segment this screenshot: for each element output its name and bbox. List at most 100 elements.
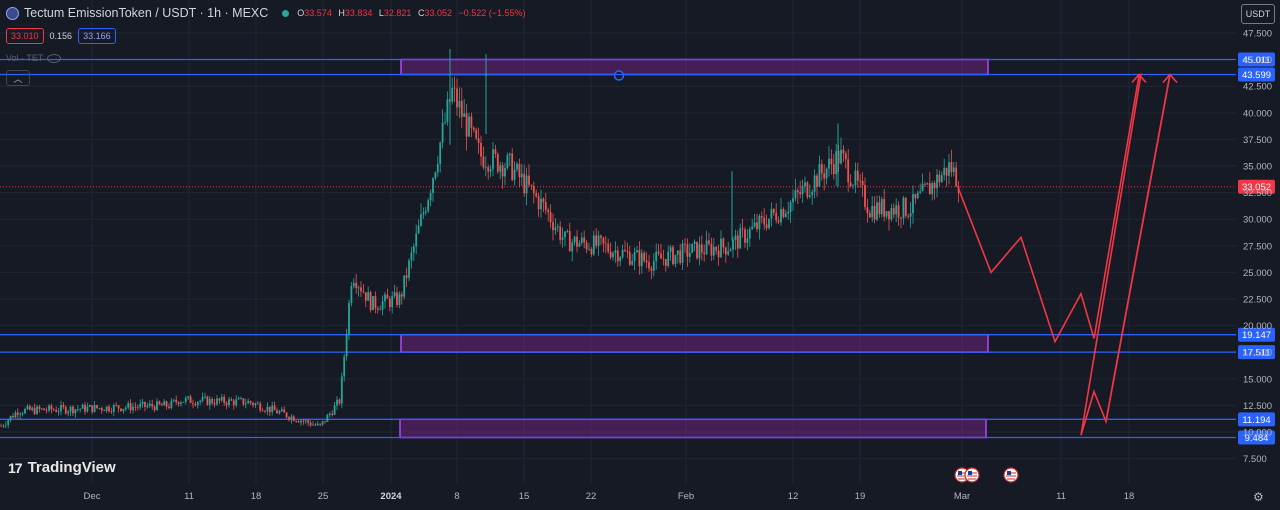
candle-body: [640, 252, 643, 267]
candle-body: [204, 396, 206, 398]
candle-body: [134, 406, 137, 408]
candle-body: [256, 403, 259, 405]
event-markers: [954, 467, 1019, 483]
candle-body: [388, 298, 391, 308]
price-axis: 47.500 45.000 42.500 40.000 37.500 35.000 32.5…: [1243, 29, 1272, 466]
candle-body: [379, 309, 382, 311]
candle-body: [727, 251, 730, 255]
candle-body: [12, 415, 14, 418]
candle-body: [206, 396, 209, 405]
candle-body: [720, 238, 722, 258]
candle-body: [429, 192, 432, 201]
candle-body: [552, 222, 554, 231]
candle-body: [734, 235, 737, 241]
currency-button[interactable]: USDT: [1241, 4, 1275, 24]
candle-body: [420, 214, 422, 226]
candle-body: [112, 405, 115, 412]
candle-body: [936, 174, 938, 189]
candle-body: [816, 175, 818, 187]
symbol-icon[interactable]: [6, 6, 19, 20]
candle-body: [652, 261, 655, 271]
x-tick-label: 25: [318, 491, 329, 502]
candle-body: [691, 243, 694, 253]
candle-body: [808, 195, 811, 198]
candle-body: [223, 396, 226, 404]
candle-body: [775, 212, 778, 221]
candle-body: [120, 408, 122, 411]
candle-body: [477, 138, 480, 143]
visibility-eye-icon[interactable]: [47, 53, 62, 63]
candle-body: [796, 190, 799, 193]
candle-body: [55, 409, 58, 412]
candle-body: [492, 149, 494, 170]
candle-body: [777, 220, 780, 223]
candle-body: [712, 246, 715, 256]
candle-body: [170, 400, 173, 408]
candle-body: [811, 191, 814, 196]
candle-body: [662, 258, 665, 260]
candle-body: [945, 167, 948, 176]
candle-body: [741, 228, 744, 230]
candle-body: [79, 408, 82, 410]
candle-body: [43, 408, 46, 411]
level-label-box: [1238, 67, 1275, 82]
candle-body: [864, 185, 866, 208]
candle-body: [266, 406, 269, 412]
candle-body: [705, 240, 708, 255]
candle-body: [333, 405, 336, 415]
candle-body: [715, 246, 718, 251]
candle-body: [544, 202, 547, 210]
currency-label: USDT: [1245, 9, 1271, 19]
candle-body: [859, 180, 862, 182]
candle-body: [885, 211, 888, 217]
candle-body: [813, 175, 816, 192]
y-tick-label: 27.500: [1243, 241, 1272, 252]
candle-body: [888, 211, 890, 220]
candle-body: [139, 403, 142, 408]
close-label: C: [417, 8, 425, 18]
change-value: −0.522 (−1.55%): [458, 8, 526, 18]
candle-body: [480, 142, 482, 157]
candle-body: [312, 424, 314, 426]
bid-price[interactable]: 33.010: [6, 28, 44, 44]
candle-body: [499, 165, 502, 172]
symbol-title[interactable]: Tectum EmissionToken / USDT · 1h · MEXC: [24, 6, 269, 20]
candle-body: [432, 178, 434, 193]
candle-body: [501, 165, 504, 177]
candle-body: [237, 398, 240, 400]
collapse-legend-button[interactable]: ︿: [6, 70, 30, 86]
y-tick-label: 15.000: [1243, 374, 1272, 385]
level-label: 45.011: [1242, 55, 1270, 66]
candle-body: [950, 162, 953, 173]
candle-body: [240, 398, 242, 400]
candle-body: [508, 153, 511, 156]
candle-body: [350, 286, 353, 303]
candle-body: [300, 420, 302, 423]
candle-body: [626, 250, 629, 253]
ask-price[interactable]: 33.166: [78, 28, 116, 44]
candle-body: [676, 250, 679, 255]
candle-body: [283, 409, 286, 413]
candle-body: [16, 412, 19, 415]
candle-body: [648, 262, 650, 269]
candle-body: [384, 294, 386, 302]
candle-body: [328, 413, 331, 415]
candle-body: [105, 406, 108, 412]
x-tick-label: Dec: [84, 491, 101, 502]
candle-body: [391, 296, 394, 308]
candle-body: [568, 230, 571, 252]
candle-body: [748, 228, 751, 239]
candle-body: [230, 399, 233, 401]
tradingview-logo[interactable]: 17 TradingView: [8, 459, 116, 476]
candle-body: [372, 295, 374, 311]
candle-body: [710, 243, 713, 256]
candle-body: [708, 240, 710, 244]
settings-gear-icon[interactable]: ⚙: [1253, 490, 1264, 504]
candle-body: [657, 251, 660, 254]
chart-header: Tectum EmissionToken / USDT · 1h · MEXC …: [6, 4, 530, 22]
candle-body: [48, 405, 50, 411]
candle-body: [103, 410, 106, 412]
candle-body: [573, 236, 576, 243]
candle-body: [756, 222, 758, 230]
